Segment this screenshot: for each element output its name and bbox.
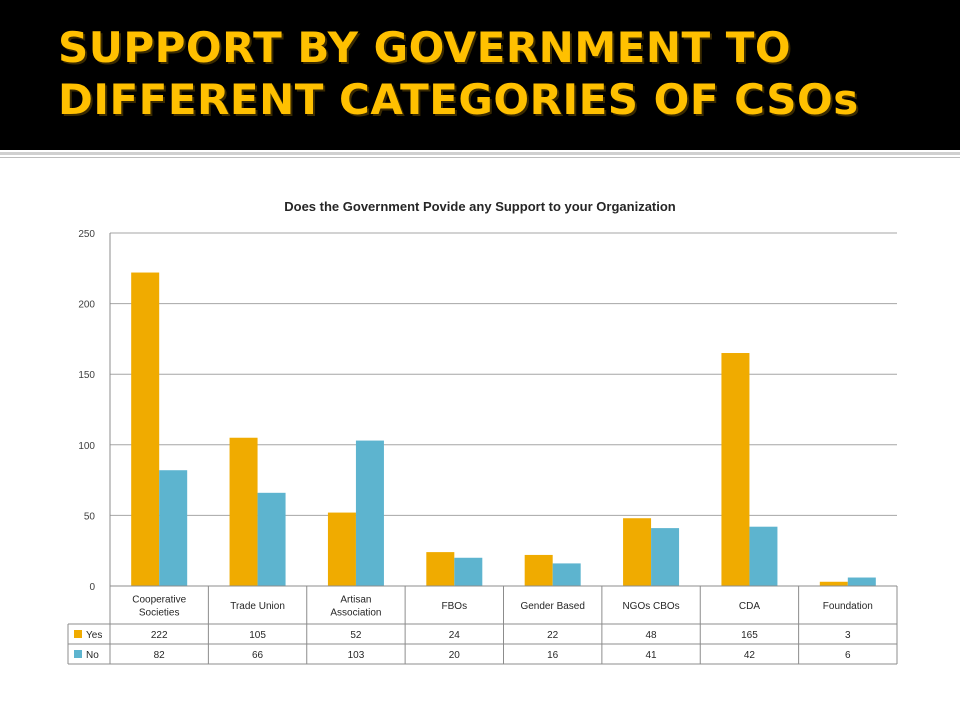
data-label: 6: [845, 650, 851, 661]
x-tick-label: NGOs CBOs: [622, 601, 679, 612]
data-label: 222: [151, 630, 168, 641]
divider-line-thin: [0, 157, 960, 158]
data-label: 3: [845, 630, 851, 641]
chart-title: Does the Government Povide any Support t…: [284, 199, 676, 214]
data-label: 20: [449, 650, 461, 661]
x-tick-label: Foundation: [823, 601, 873, 612]
x-tick-label: Gender Based: [520, 601, 585, 612]
bar-no: [159, 470, 188, 586]
bar-no: [355, 440, 384, 586]
x-tick-label: Societies: [139, 608, 180, 619]
data-table: Cooperative Societies Trade Union Artisan As…: [67, 585, 898, 665]
x-tick-label: FBOs: [442, 601, 468, 612]
bar-yes: [819, 581, 848, 586]
slide-title: SUPPORT BY GOVERNMENT TO DIFFERENT CATEGO…: [58, 22, 938, 126]
data-label: 103: [348, 650, 365, 661]
bar-yes: [721, 353, 750, 586]
data-label: 105: [249, 630, 266, 641]
bars: [131, 272, 876, 586]
legend-key: [74, 650, 82, 658]
x-tick-label: Cooperative: [132, 595, 186, 606]
data-label: 22: [547, 630, 559, 641]
bar-yes: [327, 512, 356, 586]
y-tick-label: 100: [78, 441, 95, 452]
legend-label: Yes: [86, 630, 102, 641]
title-banner: [0, 0, 960, 150]
divider-line: [0, 152, 960, 155]
y-tick-label: 0: [89, 582, 95, 593]
legend-label: No: [86, 650, 99, 661]
x-tick-label: Association: [330, 608, 381, 619]
x-tick-label: Artisan: [340, 595, 371, 606]
bar-no: [651, 528, 680, 586]
bar-no: [257, 492, 286, 586]
y-tick-label: 200: [78, 300, 95, 311]
y-tick-label: 250: [78, 229, 95, 240]
bar-no: [749, 526, 778, 586]
data-label: 41: [646, 650, 658, 661]
data-label: 82: [154, 650, 166, 661]
data-label: 16: [547, 650, 559, 661]
data-label: 66: [252, 650, 264, 661]
bar-yes: [131, 272, 160, 586]
data-label: 48: [646, 630, 658, 641]
bar-no: [847, 577, 876, 586]
bar-yes: [623, 518, 652, 586]
bar-no: [552, 563, 581, 586]
data-label: 52: [350, 630, 362, 641]
data-label: 165: [741, 630, 758, 641]
x-tick-label: CDA: [739, 601, 760, 612]
bar-no: [454, 557, 483, 586]
y-tick-label: 150: [78, 370, 95, 381]
bar-yes: [229, 437, 258, 586]
legend-key: [74, 630, 82, 638]
slide-title-line2: DIFFERENT CATEGORIES OF CSOs: [58, 75, 859, 124]
bar-yes: [524, 554, 553, 586]
slide-title-line1: SUPPORT BY GOVERNMENT TO: [58, 23, 792, 72]
y-tick-label: 50: [84, 511, 96, 522]
data-label: 42: [744, 650, 756, 661]
bar-yes: [426, 552, 455, 586]
data-label: 24: [449, 630, 461, 641]
x-tick-label: Trade Union: [230, 601, 285, 612]
